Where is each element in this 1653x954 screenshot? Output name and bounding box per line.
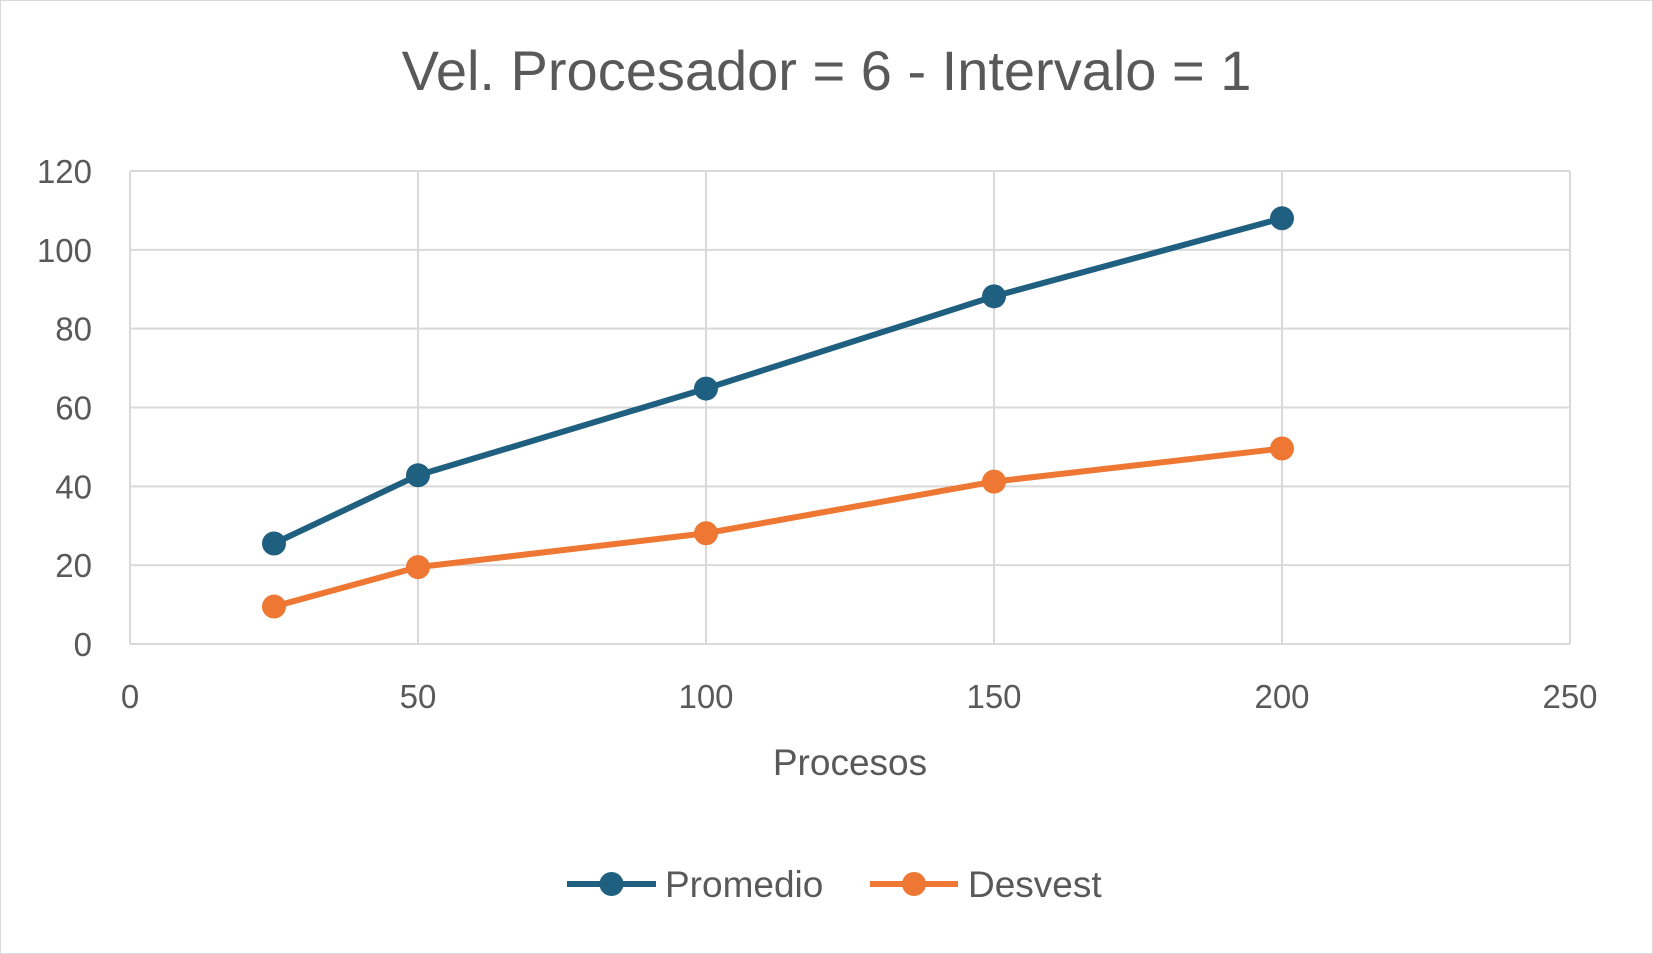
legend: Promedio Desvest	[567, 864, 1102, 905]
series-desvest	[262, 436, 1294, 619]
legend-swatch-marker	[599, 872, 624, 896]
data-point	[1270, 206, 1294, 231]
tick-labels: 0 20 40 60 80 100 120 0 50 100 150 200 250	[37, 153, 1598, 715]
series-line	[271, 215, 1285, 547]
x-tick-label: 50	[400, 678, 437, 715]
x-tick-label: 150	[966, 678, 1021, 715]
x-tick-label: 200	[1254, 678, 1309, 715]
data-point	[694, 521, 718, 546]
chart-title: Vel. Procesador = 6 - Intervalo = 1	[401, 39, 1252, 102]
x-axis-title: Procesos	[773, 742, 927, 783]
y-tick-label: 80	[55, 311, 92, 348]
legend-label: Promedio	[665, 864, 823, 905]
x-tick-label: 0	[121, 678, 139, 715]
y-tick-label: 40	[55, 468, 92, 505]
legend-label: Desvest	[968, 864, 1102, 905]
data-point	[406, 463, 430, 488]
data-point	[406, 555, 430, 580]
legend-swatch-marker	[902, 872, 926, 896]
series	[262, 206, 1294, 619]
series-promedio	[262, 206, 1294, 556]
y-tick-label: 120	[37, 153, 92, 190]
data-point	[982, 469, 1006, 494]
data-point	[262, 531, 286, 556]
gridlines	[129, 170, 1571, 645]
y-tick-label: 60	[55, 390, 92, 427]
x-tick-label: 250	[1542, 678, 1597, 715]
y-tick-label: 0	[74, 626, 92, 663]
legend-item-promedio: Promedio	[567, 864, 823, 905]
data-point	[982, 284, 1006, 309]
data-point	[694, 376, 718, 401]
data-point	[262, 594, 286, 619]
y-tick-label: 20	[55, 547, 92, 584]
data-point	[1270, 436, 1294, 461]
y-tick-label: 100	[37, 232, 92, 269]
legend-item-desvest: Desvest	[870, 864, 1102, 905]
x-tick-label: 100	[678, 678, 733, 715]
